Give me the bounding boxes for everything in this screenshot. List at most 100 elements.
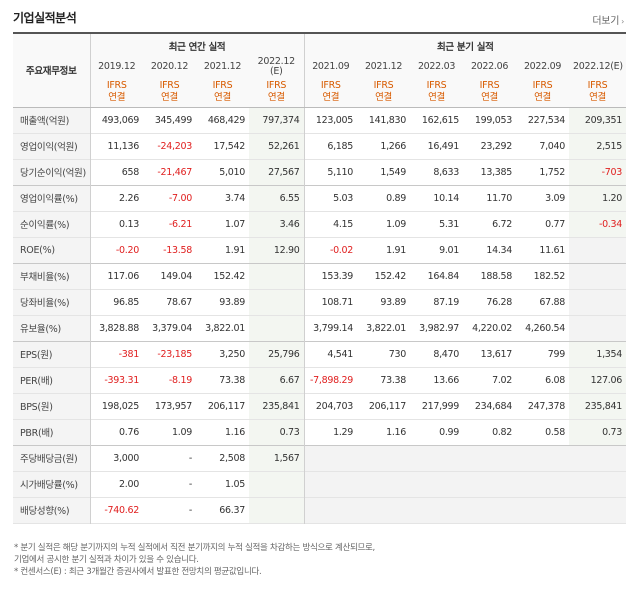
- table-cell: 206,117: [368, 400, 407, 412]
- table-cell: 108.71: [321, 296, 354, 308]
- table-cell: [569, 289, 627, 315]
- row-label: 당기순이익(억원): [13, 159, 91, 185]
- period-header: 2021.09: [304, 57, 358, 77]
- table-cell: 13.66: [433, 374, 460, 386]
- table-cell: 153.39: [321, 270, 354, 282]
- row-label: BPS(원): [13, 393, 91, 419]
- table-cell: [410, 497, 464, 523]
- table-cell: 1.16: [225, 426, 245, 438]
- table-cell: [463, 471, 517, 497]
- group-annual-header: 최근 연간 실적: [90, 32, 305, 57]
- table-cell: [249, 315, 305, 341]
- period-header: 2020.12: [143, 57, 196, 77]
- period-header: 2022.03: [410, 57, 464, 77]
- table-cell: 3,379.04: [152, 322, 192, 334]
- table-cell: 11.61: [539, 244, 566, 256]
- table-cell: 127.06: [569, 367, 627, 393]
- table-cell: 4.15: [333, 218, 354, 230]
- table-cell: -21,467: [157, 166, 192, 178]
- accounting-standard-label: IFRS 연결: [410, 77, 464, 108]
- table-row: 당좌비율(%) 96.85 78.67 93.89 108.71 93.89 87.19 76…: [13, 289, 627, 315]
- table-cell: 25,796: [249, 341, 305, 367]
- table-cell: 1,354: [569, 341, 627, 367]
- accounting-standard-label: IFRS 연결: [90, 77, 143, 108]
- table-cell: -0.02: [329, 244, 354, 256]
- table-cell: 797,374: [249, 107, 305, 133]
- table-row: 매출액(억원) 493,069 345,499 468,429 797,374 123,0…: [13, 107, 627, 133]
- table-cell: 1.09: [172, 426, 192, 438]
- row-label: 유보율(%): [13, 315, 91, 341]
- table-row: ROE(%) -0.20 -13.58 1.91 12.90 -0.02 1.91 9.01 1…: [13, 237, 627, 263]
- table-cell: [463, 497, 517, 523]
- table-cell: -13.58: [163, 244, 192, 256]
- table-cell: [516, 497, 570, 523]
- table-cell: 1.20: [569, 185, 627, 211]
- table-cell: -: [188, 478, 192, 490]
- table-cell: 87.19: [433, 296, 460, 308]
- table-row: 당기순이익(억원) 658 -21,467 5,010 27,567 5,110 1,549…: [13, 159, 627, 185]
- table-cell: 1.91: [386, 244, 407, 256]
- table-cell: [357, 445, 411, 471]
- table-cell: 468,429: [207, 114, 245, 126]
- table-cell: 10.14: [433, 192, 460, 204]
- table-cell: 0.13: [119, 218, 139, 230]
- table-cell: 149.04: [160, 270, 193, 282]
- table-cell: [304, 497, 358, 523]
- table-cell: 2,508: [219, 452, 245, 464]
- table-cell: 2,515: [569, 133, 627, 159]
- table-cell: 3,250: [219, 348, 245, 360]
- table-cell: 1.29: [333, 426, 354, 438]
- table-row: 부채비율(%) 117.06 149.04 152.42 153.39 152.42 164…: [13, 263, 627, 289]
- table-cell: [357, 471, 411, 497]
- row-label: PER(배): [13, 367, 91, 393]
- table-cell: -0.34: [569, 211, 627, 237]
- table-cell: 73.38: [219, 374, 245, 386]
- table-cell: 493,069: [101, 114, 139, 126]
- table-cell: 5.03: [333, 192, 354, 204]
- table-cell: 27,567: [249, 159, 305, 185]
- table-cell: 9.01: [439, 244, 460, 256]
- table-cell: 1.09: [386, 218, 407, 230]
- period-header: 2022.09: [516, 57, 570, 77]
- row-label: 영업이익률(%): [13, 185, 91, 211]
- table-cell: 5.31: [439, 218, 460, 230]
- table-cell: 209,351: [569, 107, 627, 133]
- row-label: 순이익률(%): [13, 211, 91, 237]
- table-cell: [569, 263, 627, 289]
- table-cell: 93.89: [219, 296, 245, 308]
- table-cell: 2.26: [119, 192, 139, 204]
- table-cell: 0.89: [386, 192, 407, 204]
- more-link[interactable]: 더보기 ›: [592, 12, 624, 27]
- table-cell: 141,830: [368, 114, 407, 126]
- table-cell: 1.07: [225, 218, 245, 230]
- table-row: 영업이익률(%) 2.26 -7.00 3.74 6.55 5.03 0.89 10.14 11…: [13, 185, 627, 211]
- table-cell: 3,799.14: [313, 322, 354, 334]
- table-cell: 162,615: [421, 114, 460, 126]
- table-cell: 5,110: [327, 166, 354, 178]
- table-cell: 67.88: [539, 296, 566, 308]
- table-cell: 4,220.02: [472, 322, 513, 334]
- table-cell: [569, 471, 627, 497]
- table-cell: 3,000: [113, 452, 139, 464]
- accounting-standard-label: IFRS 연결: [304, 77, 358, 108]
- table-cell: -24,203: [157, 140, 192, 152]
- table-cell: 0.99: [439, 426, 460, 438]
- table-cell: 1.16: [386, 426, 407, 438]
- table-cell: 198,025: [101, 400, 139, 412]
- period-header: 2022.12(E): [569, 57, 627, 77]
- table-cell: 799: [547, 348, 566, 360]
- accounting-standard-label: IFRS 연결: [357, 77, 411, 108]
- chevron-right-icon: ›: [621, 17, 624, 26]
- table-cell: -23,185: [157, 348, 192, 360]
- table-cell: 152.42: [213, 270, 246, 282]
- table-cell: [304, 445, 358, 471]
- table-cell: 3.46: [249, 211, 305, 237]
- table-cell: 4,260.54: [525, 322, 566, 334]
- accounting-standard-label: IFRS 연결: [463, 77, 517, 108]
- table-cell: 3,822.01: [366, 322, 407, 334]
- accounting-standard-label: IFRS 연결: [249, 77, 305, 108]
- period-header: 2021.12: [196, 57, 249, 77]
- table-cell: 11.70: [486, 192, 513, 204]
- table-cell: 16,491: [427, 140, 460, 152]
- section-title: 기업실적분석: [13, 11, 77, 25]
